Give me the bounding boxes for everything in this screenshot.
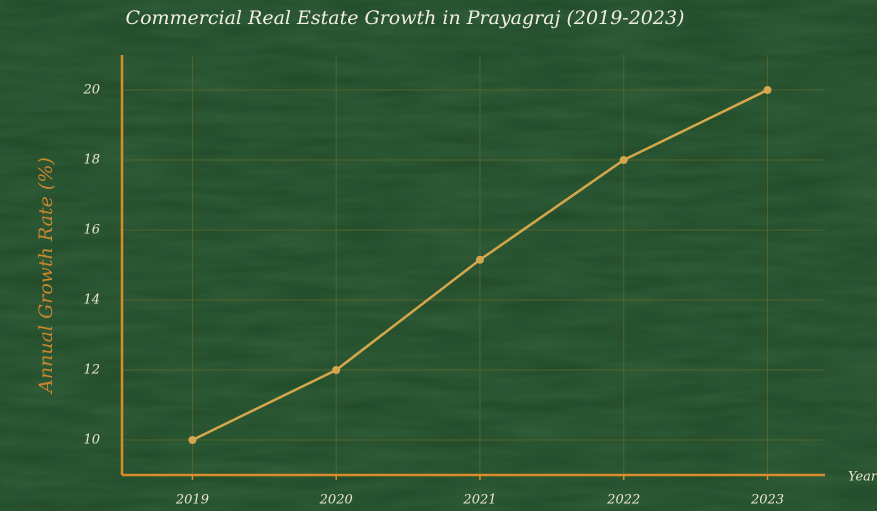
x-tick-label: 2020: [319, 493, 353, 508]
y-tick-label: 10: [83, 433, 100, 448]
y-tick-label: 18: [83, 153, 100, 168]
y-axis-label: Annual Growth Rate (%): [35, 157, 57, 395]
data-point: [475, 255, 484, 264]
data-point: [619, 156, 628, 164]
y-tick-label: 14: [83, 293, 100, 308]
x-tick-label: 2022: [606, 493, 640, 508]
y-tick-label: 12: [83, 363, 100, 378]
data-point: [188, 436, 197, 444]
data-point: [332, 366, 341, 374]
y-tick-label: 20: [82, 83, 100, 98]
y-tick-label: 16: [83, 223, 100, 238]
x-tick-label: 2021: [462, 493, 496, 508]
chart-title: Commercial Real Estate Growth in Prayagr…: [126, 7, 685, 29]
data-point: [763, 86, 772, 94]
x-axis-label: Year: [848, 470, 877, 485]
x-tick-label: 2023: [750, 493, 784, 508]
x-tick-label: 2019: [175, 493, 209, 508]
